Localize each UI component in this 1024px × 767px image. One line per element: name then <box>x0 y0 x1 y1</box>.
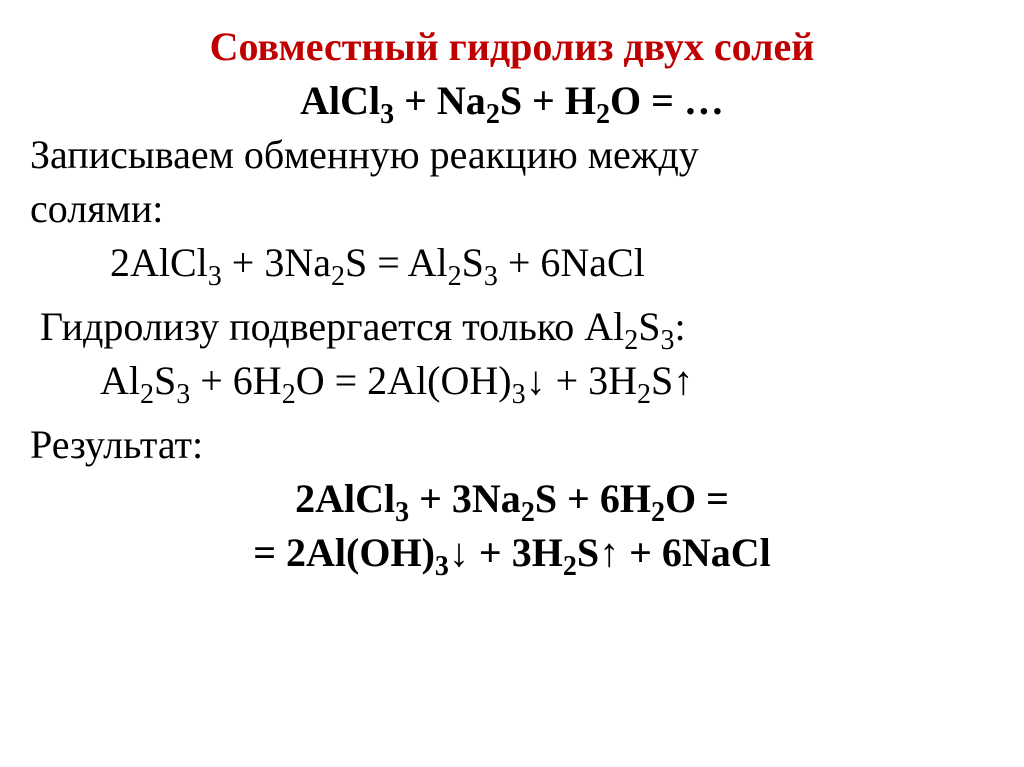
title-text: Совместный гидролиз двух солей <box>210 24 815 69</box>
equation-4-line-1: 2AlCl3 + 3Na2S + 6H2O = <box>30 474 994 524</box>
paragraph-1-line-2: солями: <box>30 184 994 234</box>
slide: Совместный гидролиз двух солей AlCl3 + N… <box>0 0 1024 767</box>
equation-3: Al2S3 + 6H2O = 2Al(OH)3↓ + 3H2S↑ <box>30 356 994 406</box>
equation-2: 2AlCl3 + 3Na2S = Al2S3 + 6NaCl <box>30 238 994 288</box>
para1-l1-text: Записываем обменную реакцию между <box>30 132 699 177</box>
paragraph-3: Результат: <box>30 420 994 470</box>
slide-title: Совместный гидролиз двух солей <box>30 22 994 72</box>
paragraph-1-line-1: Записываем обменную реакцию между <box>30 130 994 180</box>
para1-l2-text: солями: <box>30 186 163 231</box>
equation-1: AlCl3 + Na2S + H2O = … <box>30 76 994 126</box>
para3-text: Результат: <box>30 422 203 467</box>
equation-4-line-2: = 2Al(OH)3↓ + 3H2S↑ + 6NaCl <box>30 528 994 578</box>
paragraph-2: Гидролизу подвергается только Al2S3: <box>30 302 994 352</box>
